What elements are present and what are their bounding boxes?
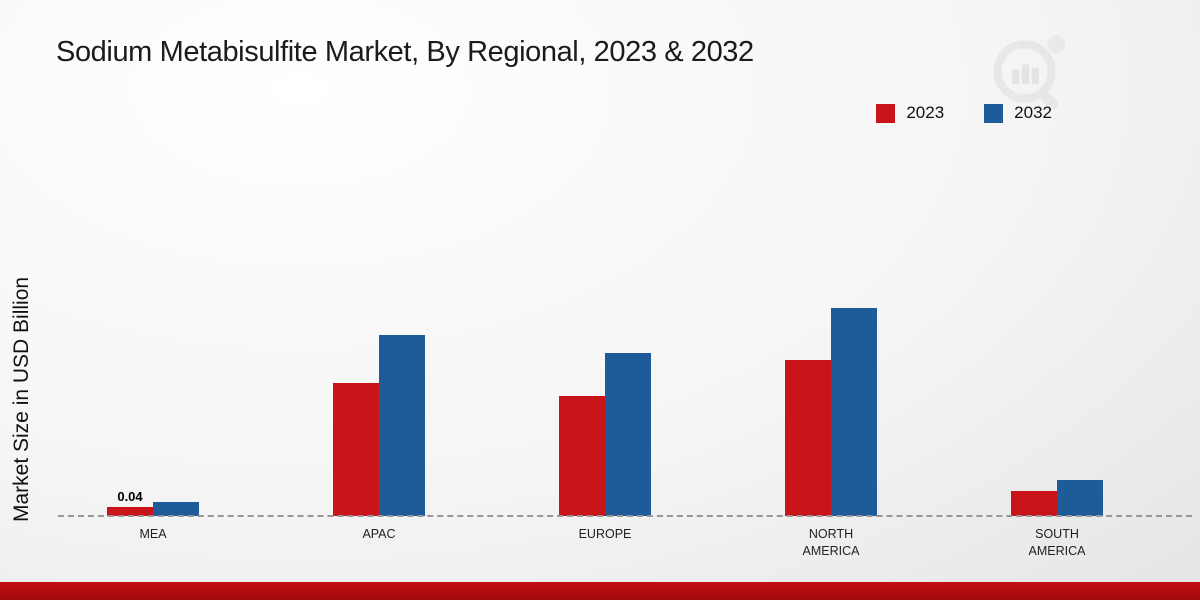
- legend-swatch-2023: [876, 103, 896, 123]
- legend: 2023 2032: [876, 103, 1052, 123]
- plot-area: 0.04 MEA APAC EUROPE NORTH AMERICA SOUTH AMER…: [40, 96, 1170, 558]
- category-label-north-america: NORTH AMERICA: [802, 527, 860, 558]
- bar-pair: 0.04: [107, 489, 199, 516]
- bar-south-america-2032: [1057, 479, 1103, 516]
- category-label-apac: APAC: [362, 527, 396, 541]
- legend-item-2023: 2023: [876, 103, 944, 123]
- chart-title: Sodium Metabisulfite Market, By Regional…: [56, 36, 754, 68]
- bar-europe-2023: [559, 396, 605, 516]
- footer-accent-bar: [0, 582, 1200, 600]
- bar-group-north-america: NORTH AMERICA: [785, 308, 877, 558]
- bar-pair: [333, 335, 425, 516]
- legend-label-2032: 2032: [1014, 103, 1052, 122]
- bar-pair: [1011, 479, 1103, 516]
- data-label-mea-2023: 0.04: [117, 488, 143, 504]
- x-axis-baseline: [58, 515, 1192, 517]
- bar-group-apac: APAC: [333, 335, 425, 541]
- bar-north-america-2023: [785, 360, 831, 516]
- bar-apac-2032: [379, 335, 425, 516]
- brand-logo-icon: [993, 35, 1066, 110]
- legend-label-2023: 2023: [906, 103, 945, 122]
- legend-swatch-2032: [984, 103, 1004, 123]
- bar-apac-2023: [333, 382, 379, 516]
- bar-europe-2032: [605, 353, 651, 516]
- category-label-europe: EUROPE: [578, 527, 632, 541]
- bar-group-south-america: SOUTH AMERICA: [1011, 479, 1103, 558]
- bar-group-mea: 0.04 MEA: [107, 489, 199, 541]
- legend-item-2032: 2032: [984, 103, 1052, 123]
- category-label-mea: MEA: [139, 527, 167, 541]
- category-label-south-america: SOUTH AMERICA: [1028, 527, 1086, 558]
- bar-north-america-2032: [831, 308, 877, 516]
- bar-pair: [785, 308, 877, 516]
- bar-pair: [559, 353, 651, 516]
- bar-group-europe: EUROPE: [559, 353, 651, 541]
- bar-mea-2032: [153, 502, 199, 516]
- bar-mea-2023: 0.04: [107, 489, 153, 516]
- y-axis-label: Market Size in USD Billion: [10, 276, 33, 522]
- bar-south-america-2023: [1011, 491, 1057, 516]
